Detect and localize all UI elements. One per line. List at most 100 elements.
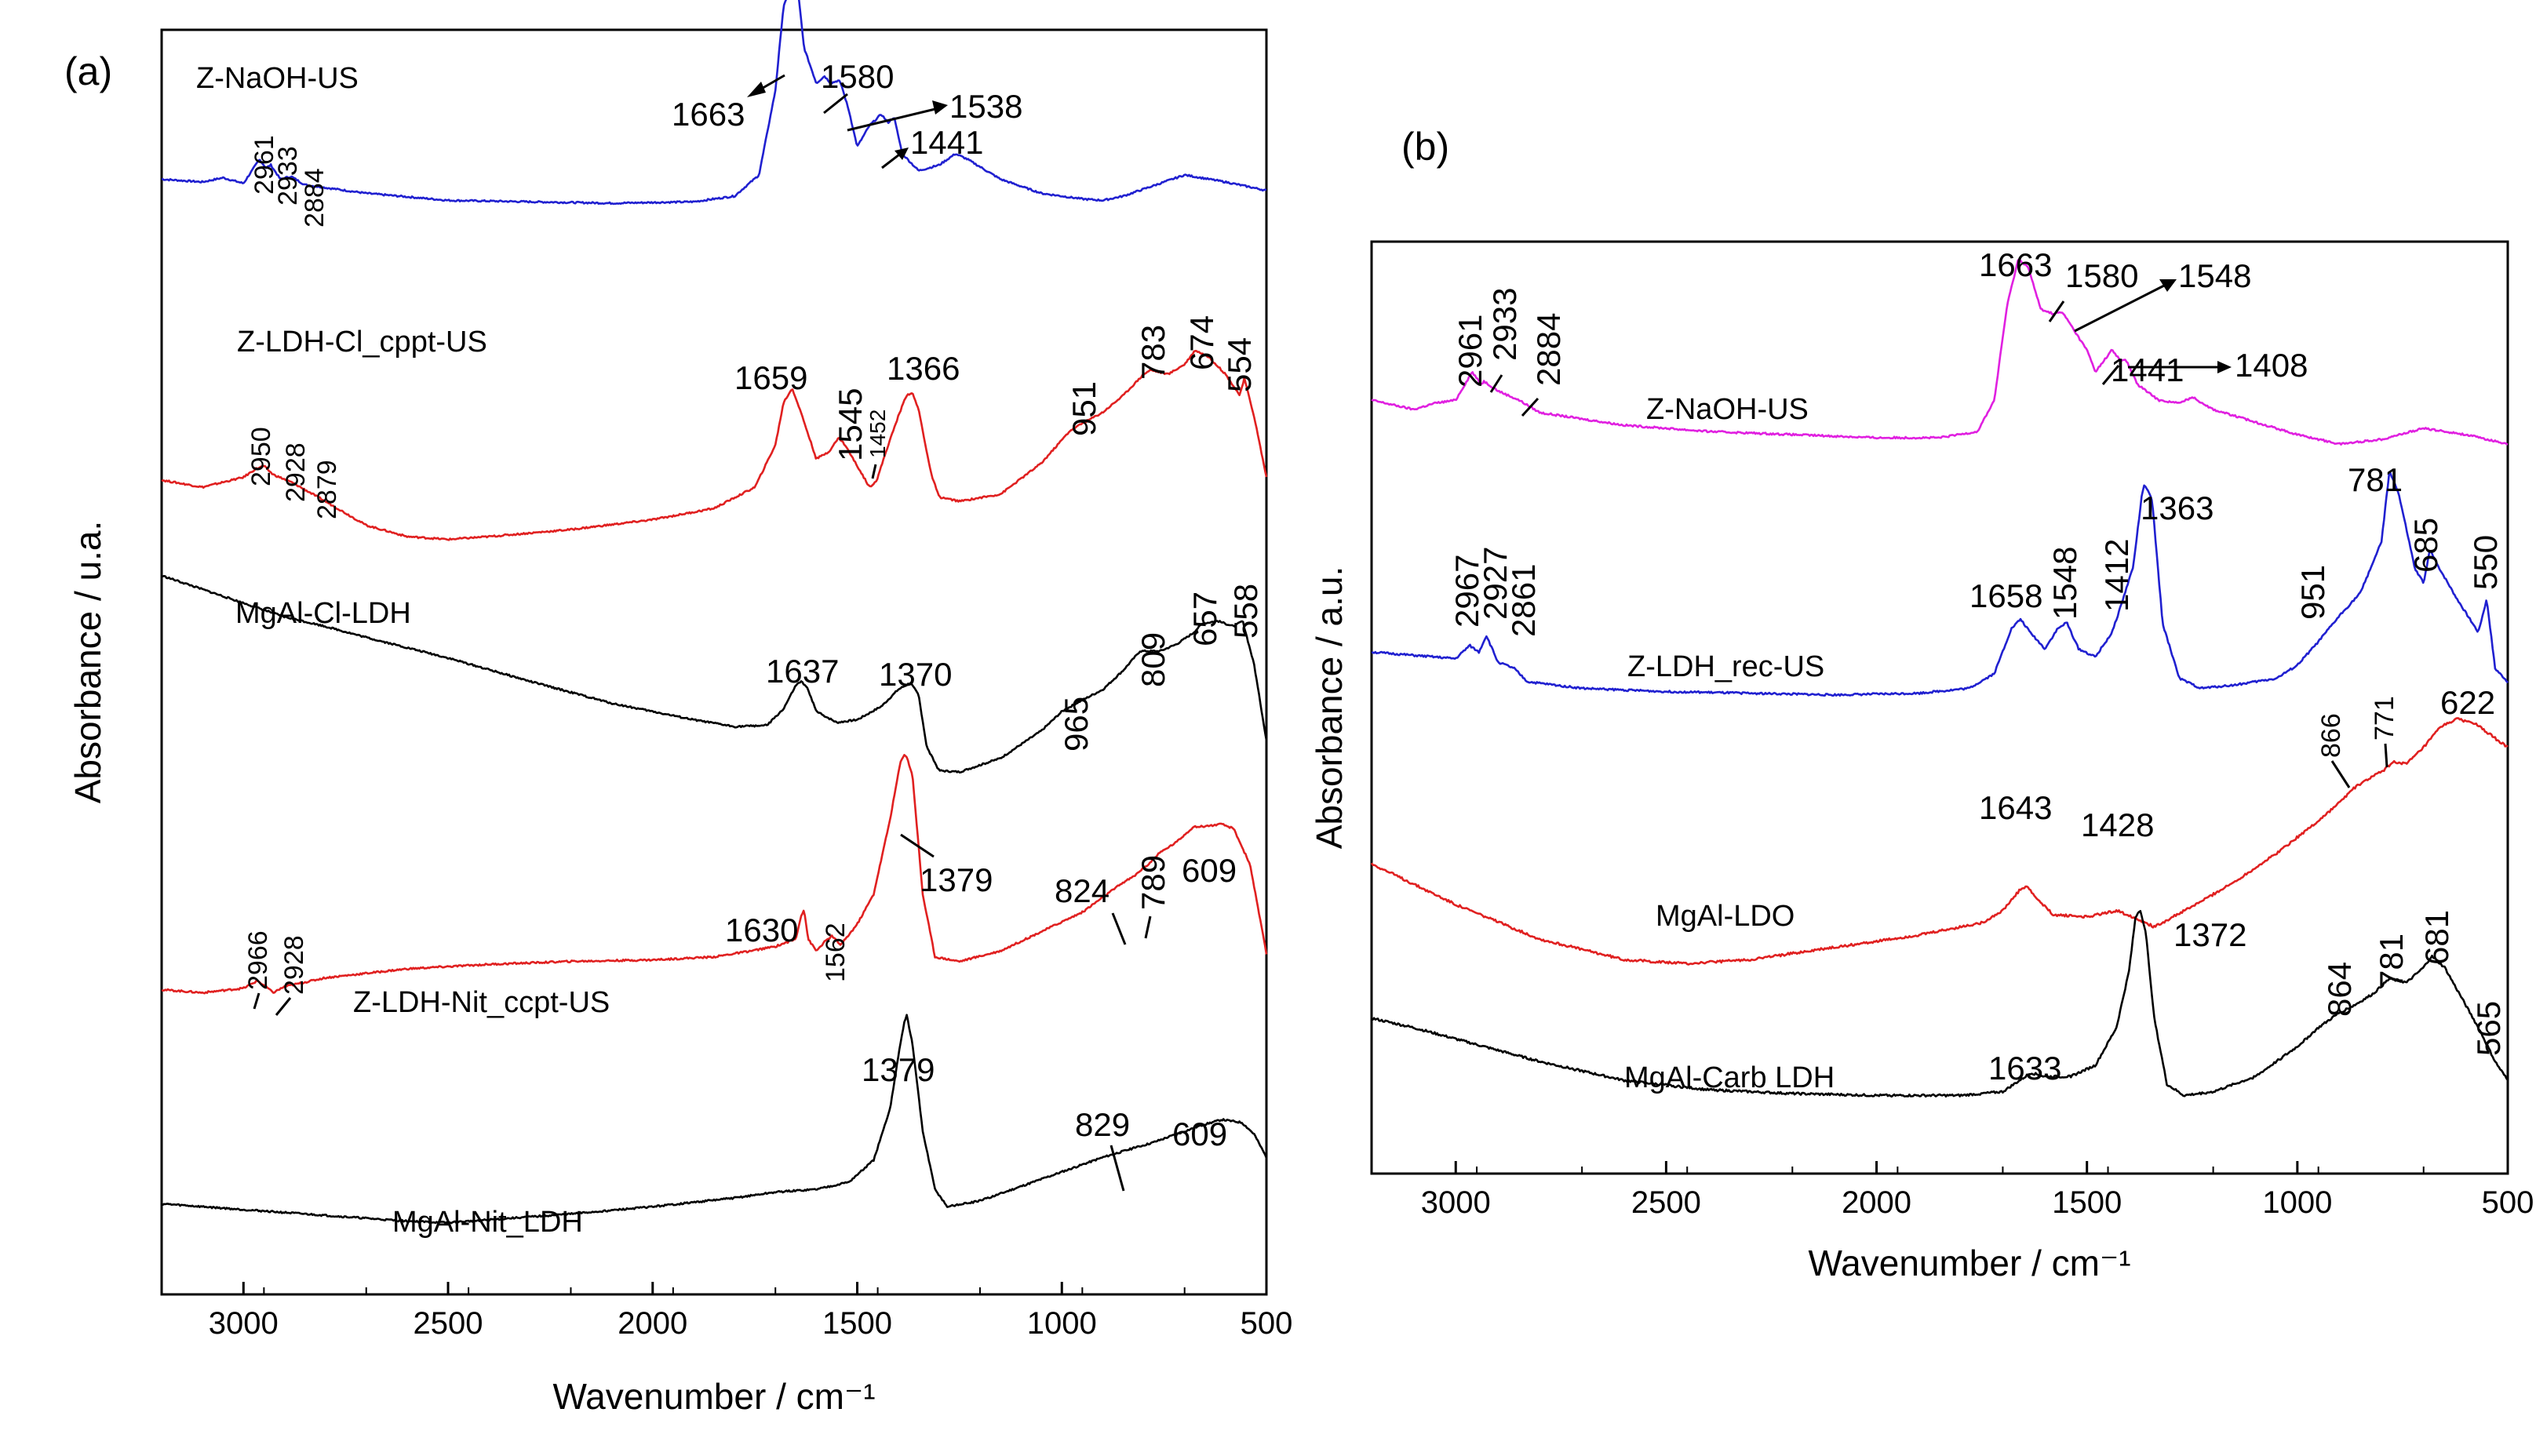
panel-b-line-z-naoh-us [1371,258,2509,446]
b-ann-1643: 1643 [1979,789,2052,826]
b-ann-622: 622 [2440,684,2495,721]
b-ann-1548b: 1548 [2046,547,2083,620]
b-name-mgal-carb-ldh: MgAl-Carb LDH [1624,1061,1835,1094]
panel-a: (a) 3000 2500 2000 1500 1000 500 Wavenumber /… [64,0,1292,1417]
panel-a-xtick-label-1500: 1500 [822,1306,892,1341]
panel-a-x-axis: 3000 2500 2000 1500 1000 500 [161,1282,1293,1341]
b-arrow-1548 [2074,282,2168,333]
panel-b-line-z-ldh-rec-us [1371,471,2509,697]
b-ann-1412: 1412 [2098,539,2135,612]
a-ann-657: 657 [1186,592,1223,646]
panel-a-xtick-label-500: 500 [1241,1306,1293,1341]
panel-b-letter: (b) [1401,125,1449,169]
b-ann-2884: 2884 [1530,313,1567,386]
a-ann-554: 554 [1221,337,1258,392]
b-arrowhead-1408 [2217,361,2232,373]
a-ann-1663: 1663 [672,96,745,133]
panel-b-line-mgal-carb-ldh [1371,910,2509,1098]
b-ann-1372: 1372 [2173,916,2246,953]
a-ann-1379-nit: 1379 [920,861,993,898]
a-tick-789 [1144,915,1152,939]
panel-b-xtick-label-1000: 1000 [2262,1185,2332,1220]
a-ann-1452: 1452 [865,410,890,458]
a-tick-2928b [275,997,292,1016]
panel-a-ylabel: Absorbance / u.a. [67,521,108,804]
b-ann-2933: 2933 [1486,288,1523,361]
panel-b-line-mgal-ldo [1370,717,2509,966]
panel-b-xtick-label-500: 500 [2482,1185,2534,1220]
panel-a-line-z-naoh-us [162,0,1267,206]
b-tick-2933 [1489,374,1503,393]
a-tick-829 [1110,1145,1125,1192]
b-ann-1428: 1428 [2081,806,2154,843]
a-ann-609: 609 [1172,1116,1227,1152]
b-ann-565: 565 [2470,1001,2507,1056]
a-name-z-ldh-nit: Z-LDH-Nit_ccpt-US [353,986,610,1019]
a-tick-2966 [253,992,261,1010]
b-ann-2861: 2861 [1505,564,1542,637]
b-ann-2927: 2927 [1477,547,1514,620]
a-name-z-naoh-us: Z-NaOH-US [196,62,359,95]
b-name-z-ldh-rec-us: Z-LDH_rec-US [1627,650,1824,683]
panel-a-line-z-ldh-nit-ccpt-us [161,754,1268,995]
panel-b-ylabel: Absorbance / a.u. [1309,566,1350,850]
a-ann-2966: 2966 [243,930,273,990]
panel-a-frame [160,28,1268,1296]
panel-b-xtick-label-1500: 1500 [2052,1185,2122,1220]
panel-b-xtick-label-2500: 2500 [1631,1185,1701,1220]
a-ann-2884: 2884 [300,168,330,228]
a-arrow-1538 [847,107,939,132]
a-ann-1562: 1562 [821,923,851,982]
a-ann-951: 951 [1066,381,1102,436]
b-ann-1363: 1363 [2141,490,2214,526]
b-ann-681: 681 [2418,910,2455,965]
a-ann-2928b: 2928 [279,935,309,995]
panel-a-xtick-label-2000: 2000 [618,1306,687,1341]
panel-a-xlabel: Wavenumber / cm⁻¹ [552,1376,875,1417]
b-ann-1633: 1633 [1988,1050,2061,1087]
a-ann-824: 824 [1055,872,1110,909]
panel-b-xtick-label-2000: 2000 [1842,1185,1911,1220]
a-ann-1366: 1366 [887,350,960,387]
panel-a-line-mgal-nit-ldh [161,1014,1268,1225]
b-ann-781: 781 [2348,461,2403,498]
a-ann-609-nit: 609 [1182,852,1237,889]
a-ann-2928: 2928 [281,442,311,502]
b-tick-1580 [2048,300,2065,322]
a-name-z-ldh-cl: Z-LDH-Cl_cppt-US [237,326,487,359]
panel-b-frame [1370,240,2509,1175]
a-name-mgal-nit-ldh: MgAl-Nit_LDH [392,1206,583,1239]
panel-b: (b) 3000 2500 2000 1500 1000 500 Wavenumber /… [1309,125,2534,1283]
panel-a-line-z-ldh-cl-cppt-us [161,350,1268,541]
a-tick-1452 [871,464,877,479]
a-ann-829: 829 [1075,1106,1130,1143]
a-ann-783: 783 [1135,325,1171,380]
panel-a-line-mgal-cl-ldh [161,574,1268,774]
panel-b-xlabel: Wavenumber / cm⁻¹ [1808,1243,2130,1283]
b-name-mgal-ldo: MgAl-LDO [1656,900,1795,933]
a-arrowhead-1441 [895,147,909,160]
panel-b-x-axis: 3000 2500 2000 1500 1000 500 [1371,1161,2534,1220]
a-ann-809: 809 [1135,632,1171,687]
a-arrow-1580 [823,93,848,115]
a-ann-2961: 2961 [250,135,279,195]
a-ann-2933: 2933 [273,146,303,206]
panel-a-xtick-label-2500: 2500 [414,1306,483,1341]
b-ann-1658: 1658 [1969,577,2042,614]
b-ann-2961: 2961 [1452,315,1488,388]
a-ann-1379: 1379 [862,1051,935,1088]
a-ann-1370: 1370 [879,656,952,693]
a-ann-2950: 2950 [246,427,276,486]
b-ann-685: 685 [2407,518,2444,573]
panel-a-xtick-label-1000: 1000 [1027,1306,1097,1341]
b-name-z-naoh-us: Z-NaOH-US [1646,393,1809,426]
b-ann-864: 864 [2321,962,2358,1017]
b-ann-1548: 1548 [2178,257,2251,294]
b-ann-771: 771 [2370,696,2399,741]
a-ann-1580: 1580 [821,58,894,95]
a-ann-789: 789 [1135,855,1171,910]
a-ann-1441: 1441 [910,124,983,161]
b-tick-866 [2330,760,2351,788]
a-ann-674: 674 [1183,315,1220,370]
